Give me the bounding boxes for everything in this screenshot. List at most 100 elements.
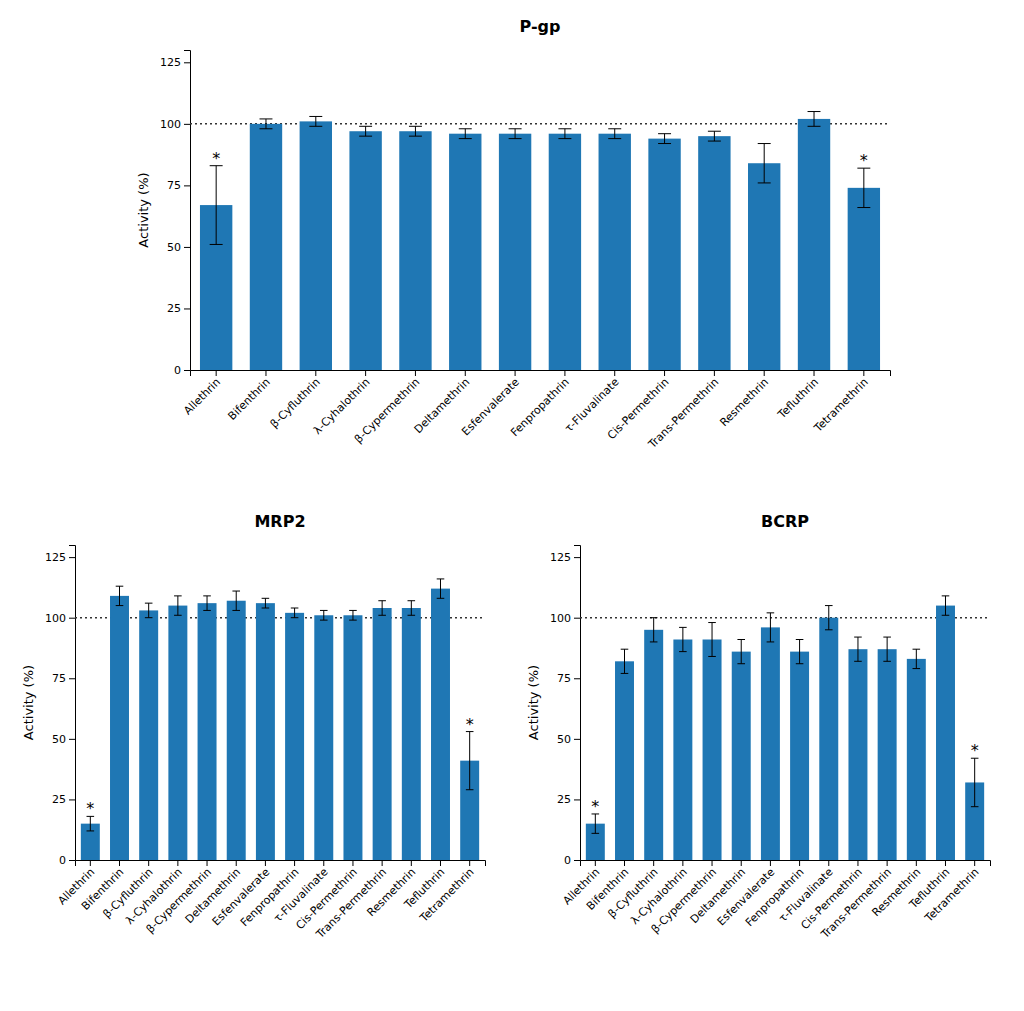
- annotation: *: [466, 715, 474, 734]
- figure: 0 25 50 75 100 125 AllethrinBifenthrinβ-Cyflut…: [0, 0, 1024, 1011]
- bar: [449, 134, 481, 370]
- x-tick: Resmethrin: [717, 370, 771, 429]
- error-bar: [466, 732, 474, 790]
- y-tick: 100: [160, 118, 190, 131]
- x-axis: AllethrinBifenthrinβ-Cyfluthrinλ-Cyhalot…: [55, 860, 485, 942]
- error-bar: [87, 816, 95, 831]
- bar: [644, 630, 663, 860]
- y-tick-label: 100: [550, 612, 571, 625]
- x-tick-mark: [411, 860, 412, 866]
- bar: [848, 188, 880, 370]
- x-tick-label: Tetramethrin: [922, 865, 982, 925]
- y-tick-mark: [184, 247, 190, 248]
- error-bar: [378, 601, 386, 616]
- y-tick-mark: [574, 557, 580, 558]
- y-tick: 100: [45, 612, 75, 625]
- y-tick: 50: [557, 733, 580, 746]
- y-tick: 25: [557, 793, 580, 806]
- x-tick: Tefluthrin: [775, 370, 821, 422]
- x-tick-label: Resmethrin: [717, 375, 771, 429]
- x-tick: Allethrin: [181, 370, 223, 417]
- y-tick-mark: [184, 124, 190, 125]
- bar: [907, 659, 926, 860]
- bar: [198, 603, 217, 860]
- y-tick-label: 50: [52, 733, 66, 746]
- error-bar: [174, 596, 182, 615]
- error-bar: [737, 640, 745, 664]
- title: BCRP: [761, 512, 809, 531]
- error-bar: [349, 610, 357, 620]
- panel: 0255075100125AllethrinBifenthrinβ-Cyflut…: [21, 512, 486, 942]
- bar: [878, 649, 897, 860]
- y-tick-label: 75: [557, 672, 571, 685]
- x-tick-mark: [440, 860, 441, 866]
- bar: [168, 606, 187, 860]
- y-tick-label: 50: [557, 733, 571, 746]
- x-tick-mark: [90, 860, 91, 866]
- x-tick-mark: [741, 860, 742, 866]
- bar: [798, 119, 830, 370]
- bar: [848, 649, 867, 860]
- y-tick-mark: [184, 370, 190, 371]
- y-tick-label: 0: [59, 854, 66, 867]
- x-tick-label: Trans-Permethrin: [645, 376, 721, 452]
- error-bar: [408, 601, 416, 616]
- y-tick-label: 125: [550, 551, 571, 564]
- panel: 0255075100125AllethrinBifenthrinβ-Cyflut…: [526, 512, 991, 942]
- x-tick: Bifenthrin: [225, 370, 272, 423]
- y-tick-label: 50: [167, 241, 181, 254]
- bar: [256, 603, 275, 860]
- error-bar: [145, 603, 153, 618]
- error-bar: [913, 649, 921, 668]
- bar: [790, 652, 809, 860]
- x-tick: Trans-Permethrin: [645, 370, 721, 452]
- error-bar: [679, 627, 687, 651]
- y-axis-title: Activity (%): [136, 172, 151, 247]
- x-tick-label: β-Cyfluthrin: [268, 376, 323, 431]
- y-tick-mark: [184, 308, 190, 309]
- y-tick-label: 75: [52, 672, 66, 685]
- y-tick: 0: [174, 364, 190, 377]
- y-tick-label: 100: [45, 612, 66, 625]
- x-tick-mark: [595, 860, 596, 866]
- bar: [499, 134, 531, 370]
- reference-line: [75, 617, 485, 619]
- x-tick-mark: [207, 860, 208, 866]
- axis-line: [581, 861, 991, 867]
- y-tick-mark: [184, 62, 190, 63]
- axis-line: [69, 546, 76, 861]
- bar: [399, 131, 431, 370]
- error-bar: [621, 649, 629, 673]
- error-bar: [708, 131, 721, 141]
- error-bar: [971, 758, 979, 806]
- x-tick-mark: [653, 860, 654, 866]
- x-tick-mark: [857, 860, 858, 866]
- bar: [698, 136, 730, 370]
- x-tick-mark: [564, 370, 565, 376]
- y-tick-mark: [574, 618, 580, 619]
- x-tick-label: Tetramethrin: [811, 375, 871, 435]
- error-bar: [210, 166, 223, 245]
- y-tick-mark: [574, 799, 580, 800]
- x-tick-mark: [365, 370, 366, 376]
- error-bar: [658, 134, 671, 144]
- axis-line: [76, 861, 486, 867]
- y-tick-mark: [574, 860, 580, 861]
- error-bar: [808, 112, 821, 127]
- x-tick-mark: [265, 370, 266, 376]
- y-tick-mark: [69, 678, 75, 679]
- bars: [586, 606, 984, 860]
- x-tick-mark: [614, 370, 615, 376]
- title: P-gp: [520, 17, 561, 36]
- x-tick-mark: [265, 860, 266, 866]
- y-tick: 0: [564, 854, 580, 867]
- error-bar: [309, 116, 322, 126]
- y-axis: 0255075100125: [45, 546, 76, 868]
- error-bar: [203, 596, 211, 611]
- y-tick-mark: [574, 678, 580, 679]
- error-bar: [459, 129, 472, 139]
- error-bar: [437, 579, 445, 598]
- x-tick: Tetramethrin: [417, 860, 477, 925]
- error-bars: [87, 579, 474, 831]
- bar: [761, 627, 780, 860]
